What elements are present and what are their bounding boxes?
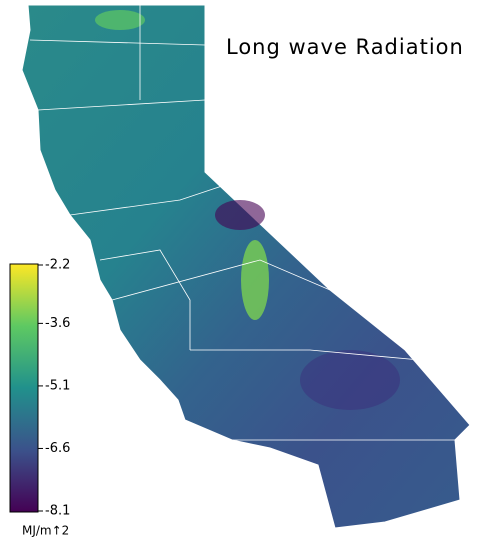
colorbar-tick-label: -6.6: [45, 441, 70, 456]
colorbar-label: MJ/m↑2: [22, 524, 69, 538]
colorbar-tick-label: -5.1: [45, 378, 70, 393]
colorbar: [9, 263, 39, 513]
map-highlight: [95, 10, 145, 30]
map-highlight: [241, 240, 269, 320]
map-dark-region: [215, 200, 265, 230]
colorbar-tick-label: -8.1: [45, 504, 70, 519]
map-dark-region: [300, 350, 400, 410]
map-title: Long wave Radiation: [226, 35, 464, 59]
colorbar-tick-label: -3.6: [45, 316, 70, 331]
county-lines: [29, 5, 460, 441]
colorbar-tick-label: -2.2: [45, 258, 70, 273]
